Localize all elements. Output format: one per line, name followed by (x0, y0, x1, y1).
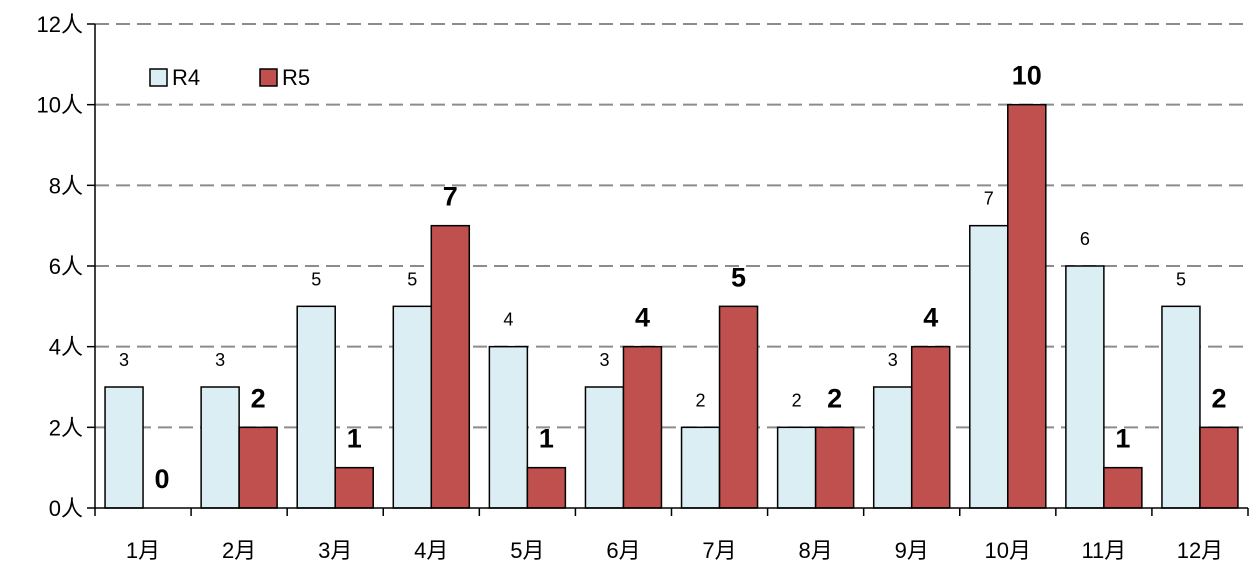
data-label-r5: 1 (539, 424, 554, 454)
bar-r5 (238, 426, 278, 509)
bar-r5 (910, 345, 951, 509)
x-tick-label: 3月 (318, 538, 352, 562)
data-label-r5: 0 (155, 464, 170, 494)
bar-r5 (1007, 103, 1047, 509)
y-tick-label: 6人 (49, 254, 83, 279)
y-tick-label: 4人 (49, 335, 83, 360)
legend: R4 R5 (149, 65, 310, 90)
bar-r5 (334, 466, 374, 509)
x-tick-label: 8月 (799, 538, 833, 562)
bar-r5 (430, 224, 471, 509)
bar-r4 (969, 224, 1009, 509)
y-tick-label: 12人 (37, 12, 83, 37)
data-label-r4: 3 (599, 350, 609, 370)
data-label-r4: 3 (215, 350, 225, 370)
legend-label: R4 (172, 65, 200, 90)
x-tick-label: 10月 (985, 538, 1031, 562)
data-label-r4: 5 (407, 269, 417, 289)
data-label-r4: 2 (792, 390, 802, 410)
data-label-r5: 2 (1211, 383, 1226, 413)
data-label-r4: 2 (696, 390, 706, 410)
x-tick-label: 12月 (1177, 538, 1223, 562)
x-tick-label: 6月 (606, 538, 640, 562)
legend-swatch (259, 68, 278, 87)
data-label-r5: 1 (1115, 424, 1130, 454)
bar-r4 (296, 305, 336, 509)
y-tick-label: 10人 (37, 93, 83, 118)
axes: 0人 2人 4人 6人 8人 10人 12人 1月 2月 3月 4月 5月 6月 7月 8月 9月 10月 11月… (37, 12, 1249, 563)
data-label-r5: 2 (251, 383, 266, 413)
data-label-r5: 1 (347, 424, 362, 454)
bar-r5 (622, 345, 663, 509)
bar-r4 (776, 426, 817, 509)
y-tick-label: 2人 (49, 415, 83, 440)
bar-r4 (1065, 265, 1105, 509)
x-tick-label: 9月 (895, 538, 929, 562)
y-tick-label: 0人 (49, 496, 83, 521)
bar-r4 (200, 386, 240, 509)
data-labels: 3 0 3 2 5 1 5 7 4 1 3 4 2 5 2 2 3 4 7 10 6 1 5 2 (119, 61, 1226, 494)
bars (104, 103, 1239, 509)
data-label-r4: 5 (311, 269, 321, 289)
bar-r5 (1103, 466, 1143, 509)
bar-r5 (718, 305, 759, 509)
bar-r4 (1161, 305, 1201, 509)
data-label-r4: 7 (984, 189, 994, 209)
bar-r4 (872, 386, 913, 509)
data-label-r5: 4 (923, 303, 938, 333)
bar-r4 (680, 426, 721, 509)
bar-r5 (814, 426, 855, 509)
legend-label: R5 (282, 65, 310, 90)
data-label-r5: 2 (827, 383, 842, 413)
data-label-r5: 10 (1012, 61, 1042, 91)
bar-r4 (392, 305, 433, 509)
gridlines (95, 23, 1248, 429)
bar-r4 (104, 386, 144, 509)
data-label-r5: 5 (731, 262, 746, 292)
x-tick-label: 4月 (414, 538, 448, 562)
x-tick-label: 5月 (510, 538, 544, 562)
bar-r5 (1199, 426, 1239, 509)
bar-r4 (488, 345, 529, 509)
data-label-r4: 3 (888, 350, 898, 370)
x-tick-label: 2月 (222, 538, 256, 562)
bar-r4 (584, 386, 625, 509)
data-label-r5: 7 (443, 182, 458, 212)
y-tick-label: 8人 (49, 173, 83, 198)
data-label-r5: 4 (635, 303, 650, 333)
x-tick-label: 11月 (1081, 538, 1126, 562)
x-tick-label: 1月 (126, 538, 160, 562)
data-label-r4: 6 (1080, 229, 1090, 249)
data-label-r4: 5 (1176, 269, 1186, 289)
legend-swatch (149, 68, 168, 87)
data-label-r4: 3 (119, 350, 129, 370)
bar-r5 (526, 466, 567, 509)
data-label-r4: 4 (503, 310, 513, 330)
x-tick-label: 7月 (702, 538, 736, 562)
